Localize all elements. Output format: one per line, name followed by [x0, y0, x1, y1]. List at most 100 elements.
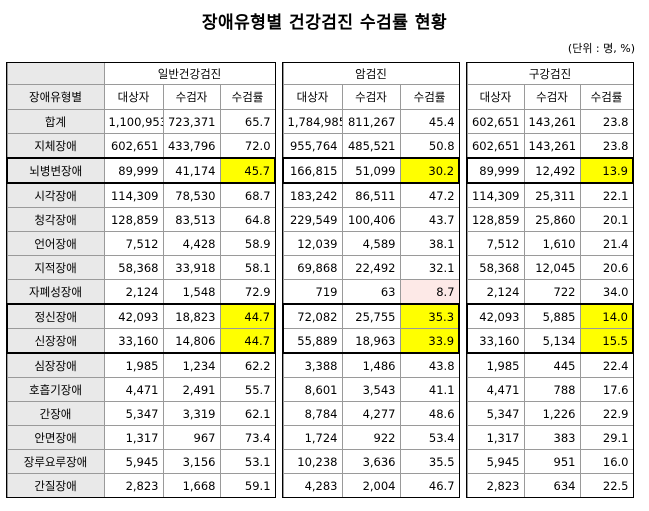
- target-count: 5,347: [103, 401, 164, 426]
- rate-cell: 22.1: [579, 182, 634, 208]
- examined-count: 5,885: [523, 303, 581, 329]
- rate-cell: 43.8: [399, 352, 460, 378]
- examined-count: 5,134: [523, 328, 581, 354]
- general-checkup-table: 일반건강검진 장애유형별 대상자 수검자 수검률 합계 1,100,953 723,371 65…: [6, 62, 277, 498]
- examined-count: 12,045: [523, 255, 581, 280]
- target-count: 8,784: [282, 401, 343, 426]
- examined-count: 18,823: [162, 303, 221, 329]
- target-count: 33,160: [466, 328, 525, 354]
- rate-cell: 35.5: [399, 449, 460, 474]
- table-row: 2,823 634 22.5: [466, 473, 634, 498]
- target-count: 2,124: [466, 279, 525, 305]
- rate-cell: 43.7: [399, 207, 460, 232]
- target-count: 10,238: [282, 449, 343, 474]
- examined-count: 1,226: [523, 401, 581, 426]
- table-row: 장루요루장애 5,945 3,156 53.1: [6, 449, 276, 474]
- target-count: 128,859: [103, 207, 164, 232]
- header-row: 일반건강검진: [6, 62, 276, 85]
- column-header: 수검률: [219, 84, 276, 110]
- table-row: 33,160 5,134 15.5: [466, 328, 634, 354]
- row-label: 지체장애: [6, 133, 105, 159]
- oral-checkup-table: 구강검진 대상자 수검자 수검률 602,651 143,261 23.8 602,651 14…: [466, 62, 634, 498]
- row-label: 신장장애: [6, 328, 105, 354]
- target-count: 4,471: [466, 377, 525, 402]
- column-header: 수검률: [399, 84, 460, 110]
- column-header: 수검자: [162, 84, 221, 110]
- rate-cell: 53.4: [399, 425, 460, 450]
- examined-count: 2,004: [341, 473, 401, 498]
- table-row: 1,724 922 53.4: [282, 425, 460, 450]
- table-row: 자폐성장애 2,124 1,548 72.9: [6, 279, 276, 305]
- rate-cell: 32.1: [399, 255, 460, 280]
- rate-cell: 35.3: [399, 303, 461, 329]
- rate-cell: 38.1: [399, 231, 460, 256]
- row-label: 청각장애: [6, 207, 105, 232]
- target-count: 602,651: [466, 109, 525, 134]
- target-count: 5,945: [103, 449, 164, 474]
- target-count: 2,823: [103, 473, 164, 498]
- group-header: 암검진: [282, 62, 460, 85]
- examined-count: 383: [523, 425, 581, 450]
- rate-cell: 62.2: [219, 352, 276, 378]
- group-header: 구강검진: [466, 62, 634, 85]
- target-count: 5,945: [466, 449, 525, 474]
- examined-count: 3,156: [162, 449, 221, 474]
- target-count: 1,724: [282, 425, 343, 450]
- rate-cell: 72.0: [219, 133, 276, 159]
- examined-count: 22,492: [341, 255, 401, 280]
- examined-count: 951: [523, 449, 581, 474]
- target-count: 602,651: [103, 133, 164, 159]
- rate-cell: 62.1: [219, 401, 276, 426]
- target-count: 69,868: [282, 255, 343, 280]
- examined-count: 3,543: [341, 377, 401, 402]
- corner-cell: [6, 62, 105, 85]
- rate-cell: 58.1: [219, 255, 276, 280]
- table-row: 지체장애 602,651 433,796 72.0: [6, 133, 276, 159]
- row-label: 장루요루장애: [6, 449, 105, 474]
- rate-cell: 44.7: [219, 303, 277, 329]
- rate-cell: 16.0: [579, 449, 634, 474]
- header-row: 암검진: [282, 62, 460, 85]
- examined-count: 33,918: [162, 255, 221, 280]
- examined-count: 25,755: [341, 303, 401, 329]
- examined-count: 86,511: [341, 182, 401, 208]
- target-count: 42,093: [466, 303, 525, 329]
- column-header: 수검자: [341, 84, 401, 110]
- rate-cell: 41.1: [399, 377, 460, 402]
- target-count: 2,823: [466, 473, 525, 498]
- table-row: 심장장애 1,985 1,234 62.2: [6, 352, 276, 378]
- target-count: 114,309: [466, 182, 525, 208]
- page-title: 장애유형별 건강검진 수검률 현황: [201, 13, 448, 33]
- table-row: 간장애 5,347 3,319 62.1: [6, 401, 276, 426]
- rate-cell: 15.5: [579, 328, 634, 354]
- table-row: 지적장애 58,368 33,918 58.1: [6, 255, 276, 280]
- rate-cell: 45.4: [399, 109, 460, 134]
- examined-count: 922: [341, 425, 401, 450]
- table-row: 69,868 22,492 32.1: [282, 255, 460, 280]
- rate-cell: 34.0: [579, 279, 634, 305]
- column-header-row: 대상자 수검자 수검률: [282, 84, 460, 110]
- target-count: 1,100,953: [103, 109, 164, 134]
- table-row: 2,124 722 34.0: [466, 279, 634, 305]
- unit-note: (단위 : 명, %): [567, 42, 635, 55]
- row-label: 시각장애: [6, 182, 105, 208]
- rate-cell: 13.9: [579, 157, 634, 184]
- rate-cell: 33.9: [399, 328, 461, 354]
- examined-count: 4,277: [341, 401, 401, 426]
- table-row: 12,039 4,589 38.1: [282, 231, 460, 256]
- table-row: 183,242 86,511 47.2: [282, 182, 460, 208]
- target-count: 955,764: [282, 133, 343, 159]
- examined-count: 18,963: [341, 328, 401, 354]
- target-count: 33,160: [103, 328, 164, 354]
- table-row: 신장장애 33,160 14,806 44.7: [6, 328, 277, 354]
- target-count: 166,815: [282, 157, 343, 184]
- target-count: 7,512: [466, 231, 525, 256]
- header-row: 구강검진: [466, 62, 634, 85]
- group-header: 일반건강검진: [103, 62, 276, 85]
- rate-cell: 22.4: [579, 352, 634, 378]
- rate-cell: 20.6: [579, 255, 634, 280]
- table-row: 10,238 3,636 35.5: [282, 449, 460, 474]
- rate-cell: 30.2: [399, 157, 461, 184]
- target-count: 7,512: [103, 231, 164, 256]
- rate-cell: 44.7: [219, 328, 277, 354]
